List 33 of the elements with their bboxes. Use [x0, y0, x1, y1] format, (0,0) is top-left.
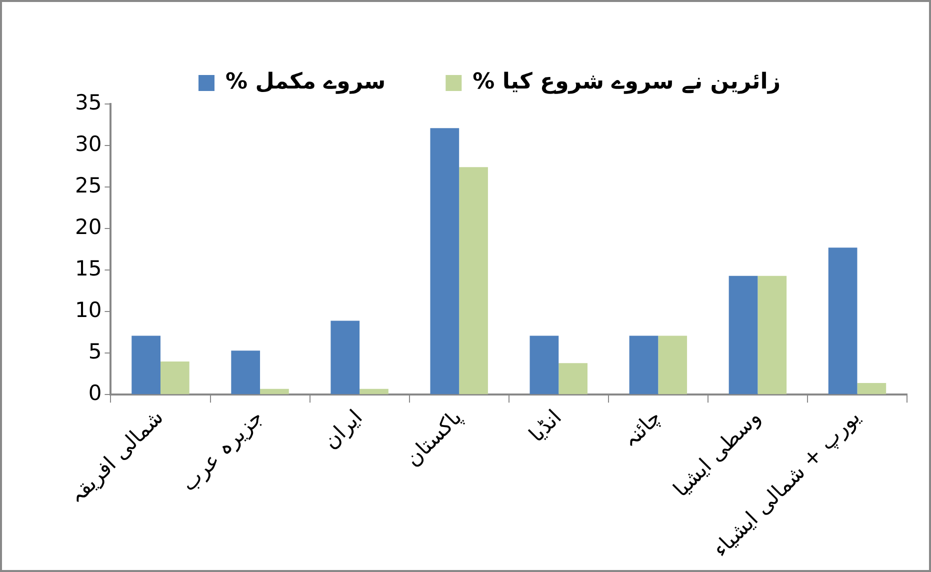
bar [758, 276, 787, 394]
y-tick-label: 30 [74, 132, 102, 156]
y-tick-label: 35 [74, 90, 102, 114]
x-tick-label: ایران [318, 405, 368, 454]
bar [658, 336, 688, 394]
y-tick-label: 20 [74, 215, 102, 240]
x-tick-label: انڈیا [524, 405, 566, 447]
bar [629, 336, 658, 394]
bar [430, 128, 460, 394]
y-tick-label: 15 [74, 256, 102, 281]
y-tick-label: 5 [88, 340, 102, 364]
x-tick-label: جزیرہ عرب [176, 405, 268, 497]
y-tick-label: 25 [74, 174, 102, 198]
y-tick-label: 10 [74, 298, 102, 322]
x-tick-label: وسطی ایشیا [668, 405, 766, 502]
legend-label: % سروے مکمل [225, 70, 386, 95]
bar [260, 388, 289, 394]
bar [231, 350, 260, 394]
legend-label: % زائرین نے سروے شروع کیا [472, 70, 781, 95]
bar [558, 363, 588, 394]
bar [459, 167, 488, 394]
bar [132, 336, 160, 394]
bar [160, 361, 190, 394]
y-tick-label: 0 [88, 381, 102, 406]
x-tick-label: شمالی افریقہ [64, 405, 169, 510]
bar [530, 336, 559, 394]
bar [828, 248, 858, 394]
bar [360, 388, 388, 394]
x-tick-label: پاکستان [400, 404, 468, 472]
bar [330, 320, 360, 394]
bar [728, 276, 758, 394]
x-tick-label: چائنہ [618, 405, 666, 453]
bar [857, 383, 886, 394]
